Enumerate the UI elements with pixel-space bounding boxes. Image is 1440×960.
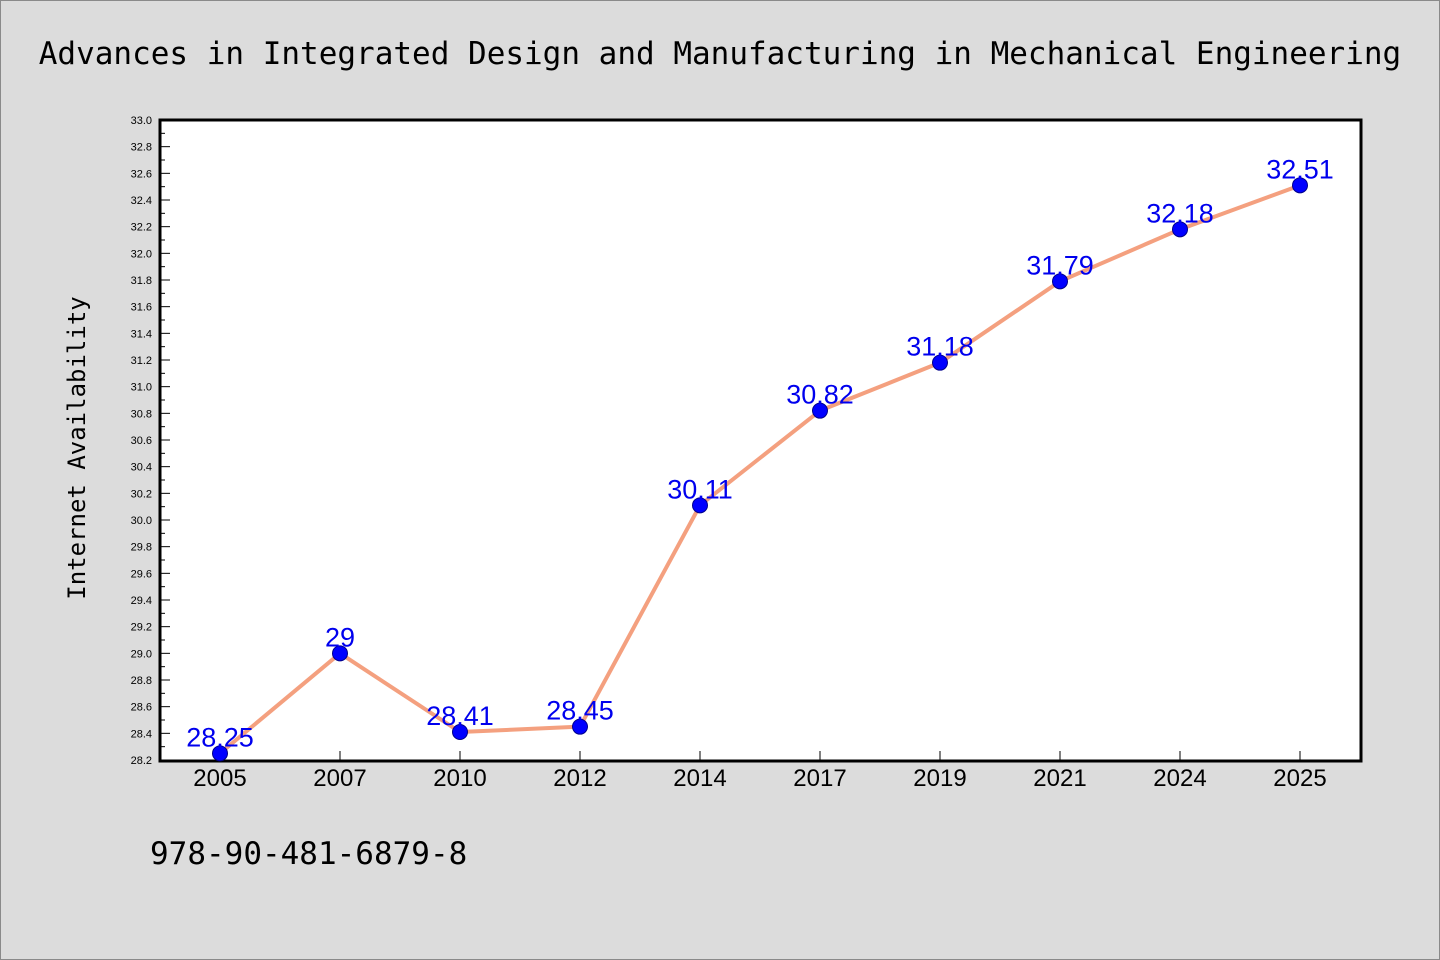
isbn-text: 978-90-481-6879-8 xyxy=(150,836,467,872)
y-tick-label: 28.2 xyxy=(131,755,152,767)
data-point xyxy=(692,497,708,514)
y-tick-label: 28.8 xyxy=(131,675,152,687)
data-point xyxy=(1172,221,1188,238)
x-tick-label: 2024 xyxy=(1153,765,1206,792)
data-point xyxy=(212,745,228,762)
y-tick-label: 29.0 xyxy=(131,648,152,660)
data-label: 31.18 xyxy=(906,332,974,362)
series-line xyxy=(218,183,1302,756)
data-point xyxy=(932,354,948,371)
x-tick-label: 2019 xyxy=(913,765,966,792)
y-tick-label: 31.2 xyxy=(131,355,152,367)
data-point xyxy=(1292,177,1308,194)
y-tick-label: 29.4 xyxy=(131,595,152,607)
x-tick-label: 2025 xyxy=(1273,765,1326,792)
data-label: 32.18 xyxy=(1146,198,1214,228)
y-tick-label: 29.8 xyxy=(131,542,152,554)
data-point xyxy=(452,724,468,740)
data-point xyxy=(1052,273,1068,290)
y-tick-label: 29.2 xyxy=(131,622,152,634)
x-tick-label: 2014 xyxy=(673,765,726,792)
x-axis: 2005 2007 2010 2012 2014 2017 2019 2021 2024 2025 xyxy=(193,751,1327,792)
data-label: 31.79 xyxy=(1026,250,1094,280)
y-axis: 28.2 28.4 28.6 28.8 29.0 29.2 29.4 29.6 29.8 30.0… xyxy=(131,115,170,767)
y-tick-label: 32.6 xyxy=(131,168,152,180)
data-label: 28.41 xyxy=(426,701,494,731)
data-label: 30.11 xyxy=(667,474,733,504)
y-tick-label: 31.4 xyxy=(131,328,152,340)
y-tick-label: 33.0 xyxy=(131,115,152,127)
data-label: 32.51 xyxy=(1266,154,1334,184)
y-tick-label: 32.0 xyxy=(131,248,152,260)
y-tick-label: 28.4 xyxy=(131,728,152,740)
y-tick-label: 29.6 xyxy=(131,568,152,580)
y-tick-label: 30.0 xyxy=(131,515,152,527)
y-tick-label: 32.2 xyxy=(131,222,152,234)
data-label: 28.45 xyxy=(546,696,614,726)
x-tick-label: 2010 xyxy=(433,765,486,792)
y-tick-label: 31.0 xyxy=(131,382,152,394)
data-point xyxy=(572,718,588,735)
chart-title: Advances in Integrated Design and Manufa… xyxy=(39,36,1401,72)
y-tick-label: 30.4 xyxy=(131,462,152,474)
plot-area xyxy=(158,118,1363,763)
x-tick-label: 2017 xyxy=(793,765,846,792)
series-markers xyxy=(212,177,1308,762)
y-tick-label: 30.8 xyxy=(131,408,152,420)
y-axis-label: Internet Availability xyxy=(63,296,91,599)
x-tick-label: 2021 xyxy=(1033,765,1086,792)
data-labels: 28.25 29 28.41 28.45 30.11 30.82 31.18 31.79 32.… xyxy=(186,154,1334,752)
y-tick-label: 31.6 xyxy=(131,302,152,314)
data-label: 29 xyxy=(325,622,355,652)
series-lines xyxy=(218,183,1302,756)
x-tick-label: 2012 xyxy=(553,765,606,792)
data-point xyxy=(812,402,828,419)
x-tick-label: 2007 xyxy=(313,765,366,792)
data-label: 28.25 xyxy=(186,722,254,752)
y-tick-label: 31.8 xyxy=(131,275,152,287)
y-tick-label: 30.6 xyxy=(131,435,152,447)
data-label: 30.82 xyxy=(786,380,854,410)
y-tick-label: 32.4 xyxy=(131,195,152,207)
y-tick-label: 32.8 xyxy=(131,142,152,154)
x-tick-label: 2005 xyxy=(193,765,246,792)
y-tick-label: 30.2 xyxy=(131,488,152,500)
data-point xyxy=(332,645,348,662)
y-tick-label: 28.6 xyxy=(131,702,152,714)
